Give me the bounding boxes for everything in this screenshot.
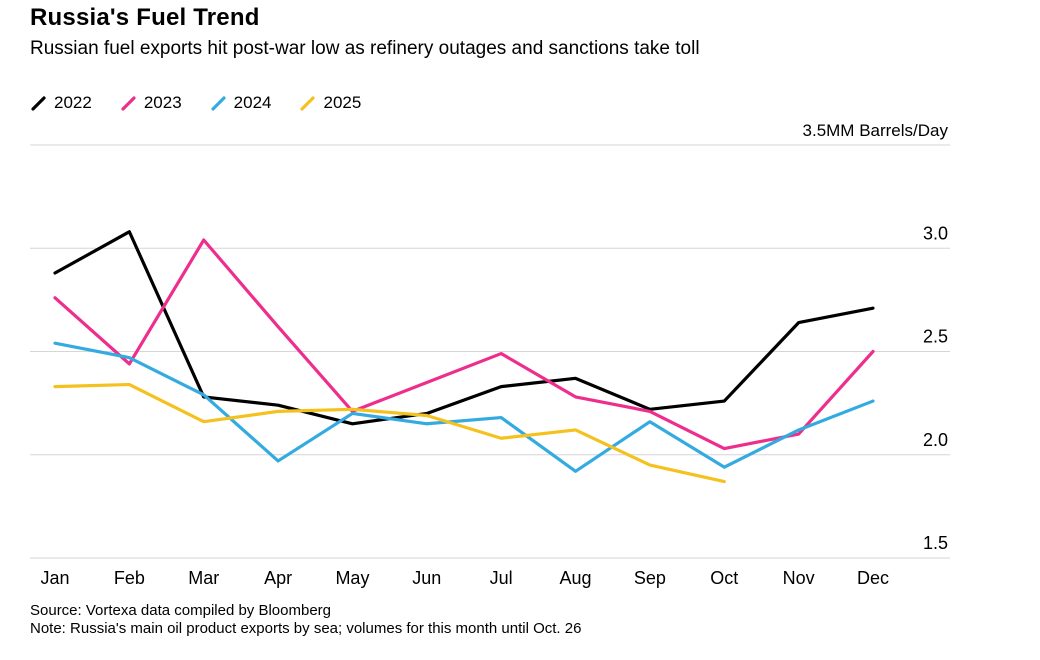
x-tick-label: Aug bbox=[560, 568, 592, 588]
series-line-2022 bbox=[53, 230, 875, 426]
legend-item-2023: 2023 bbox=[120, 93, 182, 113]
legend-swatch-icon bbox=[31, 95, 46, 111]
series-line-2023 bbox=[53, 238, 875, 451]
legend-swatch-icon bbox=[211, 95, 226, 111]
x-tick-label: Feb bbox=[114, 568, 145, 588]
x-tick-label: Sep bbox=[634, 568, 666, 588]
legend-label: 2022 bbox=[54, 93, 92, 112]
x-tick-label: Oct bbox=[710, 568, 738, 588]
y-tick-label: 2.5 bbox=[923, 327, 948, 347]
chart-legend: 2022 2023 2024 2025 bbox=[30, 93, 361, 113]
x-tick-label: Apr bbox=[264, 568, 292, 588]
y-tick-label: 1.5 bbox=[923, 533, 948, 553]
legend-label: 2024 bbox=[233, 93, 272, 112]
x-tick-label: Mar bbox=[188, 568, 219, 588]
chart-subtitle: Russian fuel exports hit post-war low as… bbox=[30, 38, 700, 59]
x-tick-label: May bbox=[335, 568, 369, 588]
y-tick-label: 2.0 bbox=[923, 430, 948, 450]
x-tick-label: Dec bbox=[857, 568, 889, 588]
x-tick-label: Jan bbox=[40, 568, 69, 588]
chart-title: Russia's Fuel Trend bbox=[30, 4, 260, 31]
legend-swatch-icon bbox=[300, 95, 316, 111]
x-tick-label: Jun bbox=[412, 568, 441, 588]
y-tick-label: 3.0 bbox=[923, 223, 948, 243]
legend-swatch-icon bbox=[121, 95, 136, 111]
x-tick-label: Nov bbox=[783, 568, 815, 588]
series-line-2024 bbox=[53, 341, 875, 473]
legend-item-2022: 2022 bbox=[30, 93, 92, 113]
y-axis-unit-label: 3.5MM Barrels/Day bbox=[802, 121, 948, 140]
legend-label: 2023 bbox=[143, 93, 182, 112]
series-line-2025 bbox=[53, 382, 726, 484]
chart-footer: Source: Vortexa data compiled by Bloombe… bbox=[30, 602, 581, 639]
note-text: Note: Russia's main oil product exports … bbox=[30, 620, 582, 638]
legend-item-2025: 2025 bbox=[299, 93, 361, 113]
legend-item-2024: 2024 bbox=[210, 93, 272, 113]
source-text: Source: Vortexa data compiled by Bloombe… bbox=[30, 602, 332, 619]
legend-label: 2025 bbox=[323, 93, 362, 112]
x-tick-label: Jul bbox=[490, 568, 513, 588]
